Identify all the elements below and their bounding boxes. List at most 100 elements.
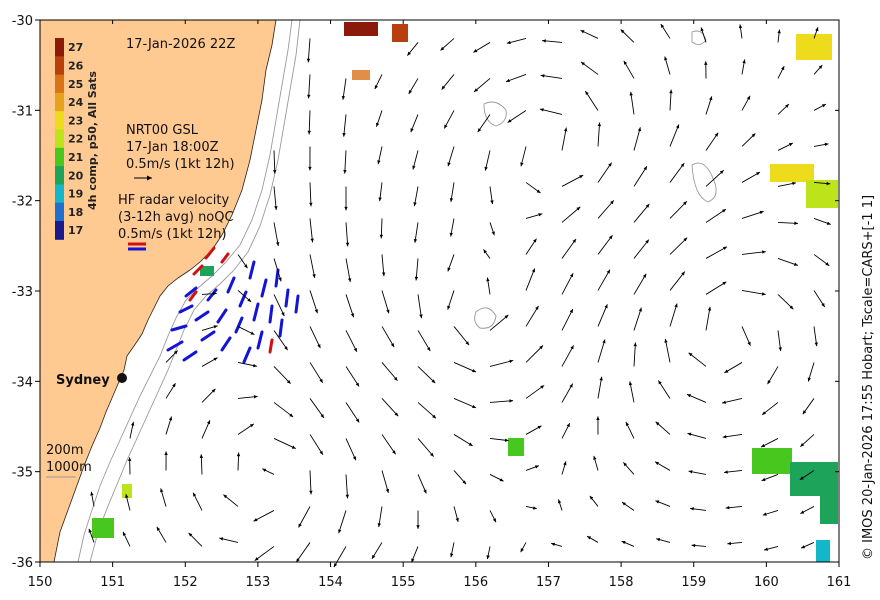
current-arrow [669,303,678,327]
current-arrowhead [262,468,267,472]
current-arrowhead [440,46,445,51]
current-arrowhead [722,281,727,286]
current-arrowhead [193,492,197,497]
colorbar-label: 22 [68,133,83,146]
current-arrowhead [308,166,312,171]
current-arrowhead [353,347,357,352]
current-arrowhead [449,198,454,202]
current-arrow [308,74,311,99]
current-arrowhead [172,383,176,388]
current-arrowhead [801,545,806,549]
current-arrowhead [761,443,766,448]
current-arrowhead [623,60,628,65]
current-arrow [597,122,601,147]
current-arrow [561,345,574,367]
current-arrow [741,290,766,295]
gsl-scale-arrowhead [147,175,152,181]
current-arrowhead [254,557,259,561]
current-arrowhead [341,95,346,100]
current-arrow [417,438,435,457]
current-arrowhead [444,124,448,129]
current-arrowhead [747,341,751,346]
current-arrowhead [423,489,427,494]
current-arrowhead [472,404,477,409]
colorbar-swatch [55,129,64,149]
current-arrowhead [691,543,696,548]
current-arrowhead [802,410,807,415]
current-arrow [345,330,358,353]
colorbar-label: 17 [68,224,83,237]
current-arrowhead [534,465,539,469]
colorbar-label: 26 [68,59,84,72]
colorbar-title: 4h comp, p50, All Sats [86,71,99,210]
current-arrowhead [307,94,311,99]
current-arrowhead [767,380,771,385]
y-tick-label: -30 [12,14,33,29]
current-arrowhead [576,206,581,211]
current-arrowhead [700,27,704,32]
current-arrowhead [411,558,415,563]
current-arrowhead [587,536,592,540]
current-arrowhead [683,237,688,242]
x-axis: 150 151 152 153 154 155 156 157 158 159 160 161 [28,20,852,590]
colorbar-swatch [55,38,64,57]
current-arrowhead [156,526,161,531]
x-tick-label: 161 [827,575,852,590]
current-arrowhead [821,303,825,307]
current-arrowhead [688,470,693,474]
current-arrowhead [777,29,781,34]
current-arrowhead [236,452,241,457]
current-arrow [345,402,360,423]
x-tick-label: 151 [100,575,125,590]
current-arrowhead [381,272,386,277]
current-arrowhead [306,58,311,63]
y-tick-label: -31 [12,104,33,119]
current-arrowhead [686,394,691,398]
current-arrowhead [788,143,793,147]
current-arrowhead [727,541,732,546]
current-arrowhead [762,250,766,254]
current-arrow [561,206,581,223]
current-arrowhead [319,450,323,455]
current-arrowhead [333,563,338,568]
current-arrow [507,110,527,123]
current-arrowhead [557,499,562,504]
current-arrowhead [826,181,831,186]
current-arrowhead [792,181,797,186]
current-arrowhead [88,528,92,533]
current-arrowhead [486,277,490,282]
current-arrowhead [674,303,678,308]
current-arrow [253,510,275,522]
credit-text: © IMOS 20-Jan-2026 17:55 Hobart; Tscale=… [861,195,876,560]
y-tick-label: -34 [12,375,33,390]
y-axis: -30 -31 -32 -33 -34 -35 -36 [12,14,839,571]
current-arrow [345,222,349,247]
current-arrowhead [531,268,536,273]
current-arrowhead [722,209,726,213]
current-arrowhead [532,506,537,510]
current-arrow [525,384,545,399]
current-arrowhead [377,160,381,165]
current-arrowhead [536,189,541,193]
current-arrowhead [800,442,805,447]
current-arrowhead [430,452,434,457]
colorbar-swatch [55,74,64,94]
current-arrowhead [642,273,647,278]
current-arrowhead [781,66,785,71]
current-arrowhead [655,500,660,504]
x-tick-label: 153 [245,575,270,590]
current-arrowhead [579,175,584,179]
current-arrow [309,362,324,384]
current-arrowhead [486,555,490,560]
current-arrow [669,271,686,291]
hf-avg: (3-12h avg) noQC [118,210,234,225]
current-arrowhead [709,96,713,101]
current-arrow [381,290,390,314]
current-arrowhead [722,435,727,439]
current-arrow [669,200,688,219]
contour-legend-200: 200m [46,443,83,458]
current-arrow [597,304,608,327]
current-arrowhead [707,306,712,311]
current-arrowhead [249,423,254,428]
current-arrowhead [160,488,164,493]
